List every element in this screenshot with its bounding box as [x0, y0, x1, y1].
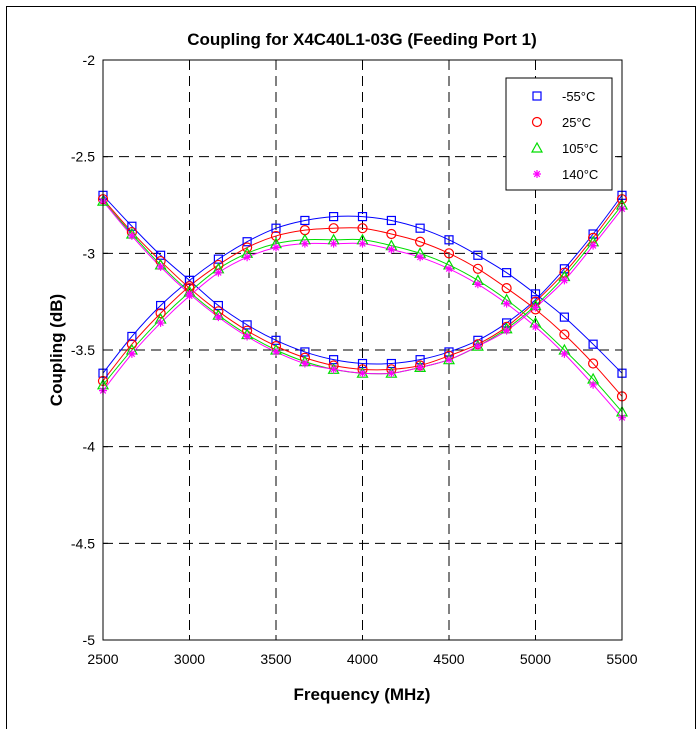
y-axis-label: Coupling (dB): [47, 294, 66, 406]
circle-marker: [270, 230, 282, 242]
y-tick-label: -2: [83, 52, 96, 68]
x-tick-label: 3500: [260, 651, 291, 667]
circle-marker: [443, 248, 455, 259]
legend-triangle-marker: [530, 141, 544, 153]
asterisk-marker: [358, 369, 367, 378]
square-marker: [329, 212, 339, 222]
x-tick-label: 4000: [347, 651, 378, 667]
square-marker: [588, 339, 598, 349]
y-tick-label: -4.5: [71, 535, 95, 551]
asterisk-marker: [416, 253, 425, 262]
square-marker: [502, 268, 512, 278]
y-tick-label: -3: [83, 245, 96, 261]
square-marker: [271, 223, 281, 233]
square-marker: [242, 237, 252, 247]
circle-marker: [588, 358, 599, 369]
y-tick-label: -5: [83, 632, 96, 648]
asterisk-marker: [300, 359, 309, 368]
x-tick-label: 5000: [520, 651, 551, 667]
asterisk-marker: [243, 332, 252, 341]
y-tick-label: -4: [83, 439, 96, 455]
asterisk-marker: [127, 231, 136, 240]
asterisk-marker: [445, 264, 453, 273]
asterisk-marker: [531, 303, 540, 312]
x-axis-label: Frequency (MHz): [294, 685, 431, 704]
asterisk-marker: [502, 299, 511, 308]
legend-label: 140°C: [562, 167, 598, 182]
legend-box: [505, 77, 613, 191]
circle-marker: [501, 283, 512, 294]
circle-marker: [242, 242, 253, 253]
legend-label: 105°C: [562, 141, 598, 156]
asterisk-marker: [214, 268, 223, 277]
asterisk-marker: [589, 241, 598, 250]
square-marker: [559, 264, 569, 274]
asterisk-marker: [185, 289, 194, 298]
asterisk-marker: [156, 262, 165, 271]
asterisk-marker: [560, 349, 569, 358]
y-tick-label: -3.5: [71, 342, 95, 358]
asterisk-marker: [387, 369, 396, 378]
asterisk-marker: [127, 349, 136, 358]
x-tick-label: 2500: [87, 651, 118, 667]
asterisk-marker: [502, 326, 511, 335]
legend-label: 25°C: [562, 115, 591, 130]
square-marker: [444, 235, 454, 245]
legend-circle-marker: [531, 116, 543, 128]
y-tick-label: -2.5: [71, 149, 95, 165]
square-marker: [357, 212, 368, 222]
circle-marker: [126, 339, 137, 350]
asterisk-marker: [473, 280, 482, 289]
square-marker: [300, 215, 310, 226]
x-tick-labels: 2500 3000 3500 4000 4500 5000 5500: [87, 651, 637, 667]
square-marker: [386, 215, 396, 226]
asterisk-marker: [214, 313, 223, 322]
circle-marker: [357, 223, 368, 234]
chart-title: Coupling for X4C40L1-03G (Feeding Port 1…: [187, 30, 536, 49]
legend-asterisk-marker: [533, 170, 541, 178]
asterisk-marker: [329, 365, 338, 374]
square-marker: [588, 229, 598, 239]
square-marker: [127, 331, 137, 342]
y-tick-labels: -5 -4.5 -4 -3.5 -3 -2.5 -2: [71, 52, 95, 648]
asterisk-marker: [560, 276, 569, 285]
square-marker: [473, 250, 483, 260]
legend-label: -55°C: [562, 89, 595, 104]
asterisk-marker: [358, 239, 367, 248]
asterisk-marker: [445, 355, 453, 364]
asterisk-marker: [416, 363, 425, 372]
square-marker: [415, 223, 425, 233]
asterisk-marker: [272, 243, 280, 252]
circle-marker: [155, 308, 166, 319]
asterisk-marker: [589, 380, 598, 389]
circle-marker: [386, 228, 397, 240]
circle-marker: [328, 223, 339, 234]
square-marker: [156, 300, 166, 311]
asterisk-marker: [531, 322, 540, 331]
legend-square-marker: [532, 91, 542, 101]
circle-marker: [415, 236, 426, 247]
asterisk-marker: [272, 347, 280, 356]
axis-ticks: [102, 59, 623, 641]
asterisk-marker: [329, 239, 338, 248]
figure-frame: [6, 6, 696, 729]
asterisk-marker: [156, 318, 165, 327]
square-marker: [184, 275, 195, 285]
circle-marker: [559, 329, 570, 340]
legend: -55°C 25°C 105°C 140°C: [505, 77, 613, 191]
x-tick-label: 4500: [433, 651, 464, 667]
x-tick-label: 5500: [606, 651, 637, 667]
asterisk-marker: [243, 253, 252, 262]
x-tick-label: 3000: [174, 651, 205, 667]
asterisk-marker: [387, 245, 396, 254]
square-marker: [559, 312, 569, 322]
circle-marker: [472, 263, 483, 274]
asterisk-marker: [300, 239, 309, 248]
square-marker: [530, 289, 541, 299]
square-marker: [127, 221, 137, 231]
asterisk-marker: [473, 342, 482, 351]
